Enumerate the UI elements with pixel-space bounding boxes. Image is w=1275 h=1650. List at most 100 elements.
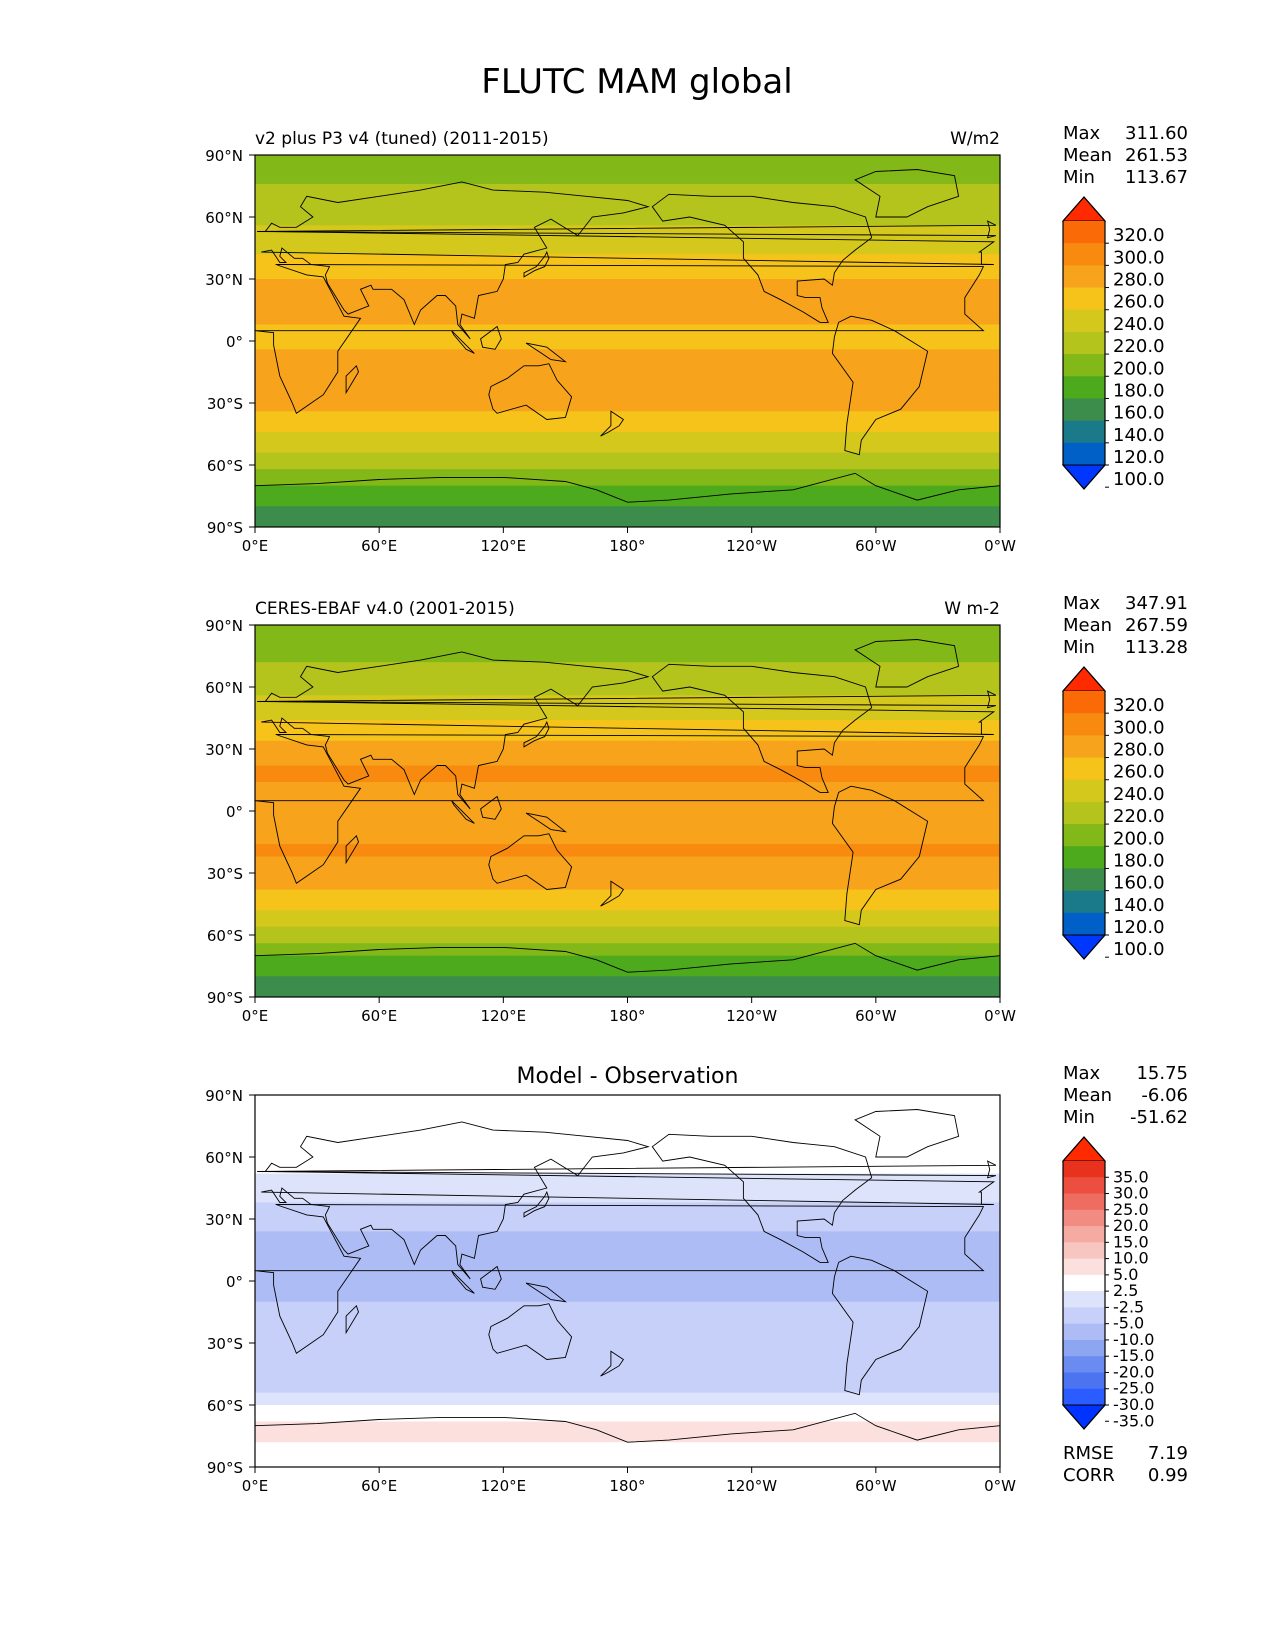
field-band	[255, 839, 1000, 845]
coastline	[525, 1282, 568, 1303]
lat-tick-label: 30°N	[205, 741, 243, 759]
field-band	[255, 1322, 1000, 1328]
field-band	[255, 1458, 1000, 1464]
field-band	[255, 485, 1000, 491]
field-band	[255, 773, 1000, 779]
coastline	[480, 1265, 502, 1290]
field-band	[255, 1123, 1000, 1129]
field-band	[255, 720, 1000, 725]
stat-label: Max	[1063, 123, 1101, 144]
field-band	[255, 411, 1000, 416]
stat-label: Mean	[1063, 1085, 1112, 1106]
lat-tick-label: 90°N	[205, 617, 243, 635]
field-band	[255, 1305, 1000, 1311]
field-band	[255, 307, 1000, 313]
field-band	[255, 972, 1000, 977]
field-band	[255, 653, 1000, 659]
field-band	[255, 345, 1000, 350]
field-band	[255, 1202, 1000, 1208]
colorbar-label: 100.0	[1113, 469, 1165, 490]
field-band	[255, 1264, 1000, 1270]
stat-value: -51.62	[1130, 1107, 1188, 1128]
lat-tick-label: 90°N	[205, 1087, 243, 1105]
field-band	[255, 196, 1000, 202]
field-band	[255, 1115, 1000, 1121]
coastline	[525, 812, 568, 833]
field-band	[255, 1462, 1000, 1467]
field-band	[255, 777, 1000, 783]
colorbar-label: 240.0	[1113, 784, 1165, 805]
field-band	[255, 217, 1000, 222]
field-band	[255, 258, 1000, 264]
colorbar-label: 120.0	[1113, 917, 1165, 938]
lat-tick-label: 60°S	[207, 457, 243, 475]
colorbar-segment	[1063, 1339, 1105, 1357]
colorbar-segment	[1063, 1274, 1105, 1292]
lon-tick-label: 60°E	[361, 537, 397, 555]
field-band	[255, 823, 1000, 829]
field-band	[255, 1380, 1000, 1385]
colorbar-segment	[1063, 420, 1105, 444]
field-band	[255, 641, 1000, 647]
lon-tick-label: 120°W	[726, 1477, 777, 1495]
field-band	[255, 1281, 1000, 1286]
field-band	[255, 208, 1000, 214]
field-band	[255, 357, 1000, 363]
field-band	[255, 1438, 1000, 1443]
field-band	[255, 299, 1000, 305]
field-band	[255, 390, 1000, 396]
field-band	[255, 1157, 1000, 1162]
lon-tick-label: 180°	[609, 1007, 645, 1025]
field-band	[255, 1099, 1000, 1104]
field-band	[255, 1276, 1000, 1282]
colorbar-label: 160.0	[1113, 403, 1165, 424]
coastline	[488, 363, 573, 420]
field-band	[255, 1190, 1000, 1195]
field-band	[255, 1177, 1000, 1183]
colorbar-segment	[1063, 1291, 1105, 1308]
field-band	[255, 1405, 1000, 1410]
field-band	[255, 489, 1000, 495]
lon-tick-label: 60°E	[361, 1477, 397, 1495]
field-band	[255, 283, 1000, 288]
coastline	[345, 834, 359, 865]
field-band	[255, 761, 1000, 767]
colorbar-label: 200.0	[1113, 828, 1165, 849]
field-band	[255, 444, 1000, 450]
stat-value: 347.91	[1125, 593, 1188, 614]
coastline	[345, 364, 359, 395]
stat-label: Min	[1063, 637, 1095, 658]
coastline	[255, 942, 1000, 973]
field-band	[255, 670, 1000, 676]
lat-tick-label: 30°S	[207, 395, 243, 413]
coastline	[600, 410, 625, 437]
field-band	[255, 518, 1000, 524]
field-band	[255, 951, 1000, 957]
field-band	[255, 1198, 1000, 1204]
field-band	[255, 848, 1000, 853]
field-band	[255, 386, 1000, 392]
stat-label: Min	[1063, 1107, 1095, 1128]
field-band	[255, 1256, 1000, 1261]
coastline	[255, 1412, 1000, 1443]
colorbar-label: 140.0	[1113, 895, 1165, 916]
coastline	[255, 264, 985, 414]
lon-tick-label: 120°E	[481, 1007, 527, 1025]
colorbar-segment	[1063, 846, 1105, 869]
field-band	[255, 452, 1000, 458]
map-field	[255, 1095, 1000, 1467]
coastline	[451, 330, 475, 354]
colorbar-label: 260.0	[1113, 292, 1165, 313]
field-band	[255, 374, 1000, 379]
field-band	[255, 1351, 1000, 1356]
colorbar: 35.030.025.020.015.010.05.02.5-2.5-5.0-1…	[1061, 1136, 1154, 1430]
colorbar-segment	[1063, 1177, 1105, 1194]
field-band	[255, 212, 1000, 218]
colorbar-label: 300.0	[1113, 717, 1165, 738]
field-band	[255, 1152, 1000, 1158]
colorbar-segment	[1063, 1258, 1105, 1276]
lon-tick-label: 0°W	[984, 537, 1016, 555]
colorbar: 320.0300.0280.0260.0240.0220.0200.0180.0…	[1061, 196, 1165, 490]
field-band	[255, 237, 1000, 243]
